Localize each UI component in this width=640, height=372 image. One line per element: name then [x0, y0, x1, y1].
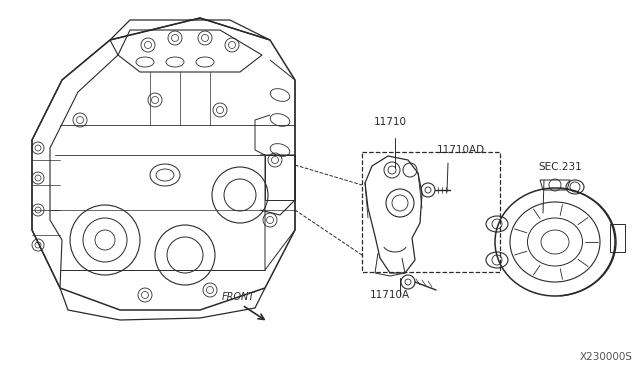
Text: FRONT: FRONT: [222, 292, 255, 302]
Text: X230000S: X230000S: [580, 352, 633, 362]
Text: 11710AD: 11710AD: [437, 145, 485, 155]
Bar: [362, 152, 500, 272]
Text: SEC.231: SEC.231: [538, 162, 582, 172]
Text: 11710A: 11710A: [370, 290, 410, 300]
Text: 11710: 11710: [374, 117, 406, 127]
